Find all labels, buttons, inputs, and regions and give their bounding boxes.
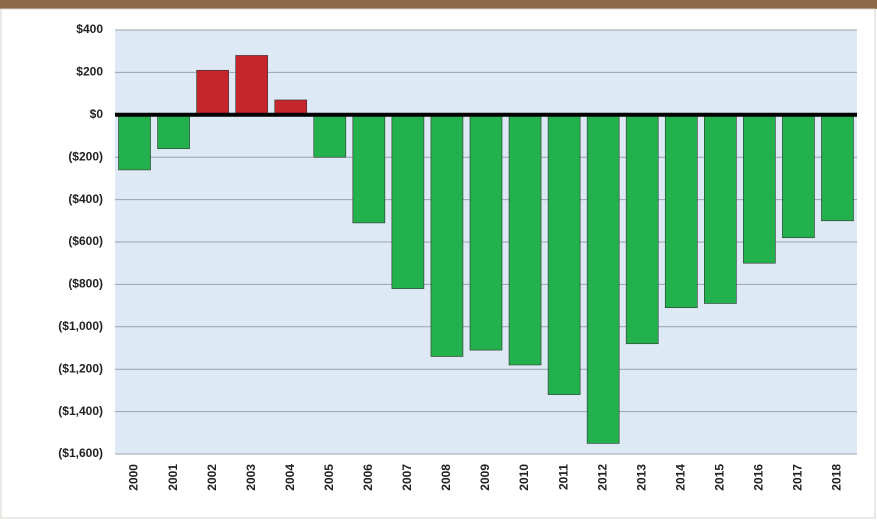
x-tick-label: 2011 <box>556 464 570 490</box>
bar <box>821 114 854 222</box>
x-tick-label: 2001 <box>166 464 180 491</box>
x-tick-label: 2016 <box>752 464 766 491</box>
bar <box>430 114 464 357</box>
x-tick-label: 2010 <box>517 464 531 491</box>
y-tick-label: ($1,200) <box>58 361 103 375</box>
y-tick-label: ($1,400) <box>58 404 103 418</box>
y-tick-label: $400 <box>76 22 103 36</box>
x-tick-label: 2012 <box>595 464 609 491</box>
y-tick-label: ($800) <box>68 277 103 291</box>
x-tick-label: 2014 <box>673 464 687 491</box>
y-tick-label: ($400) <box>68 192 103 206</box>
bar <box>782 114 815 239</box>
bar <box>118 114 151 171</box>
x-tick-label: 2000 <box>127 464 141 491</box>
x-tick-label: 2003 <box>244 464 258 491</box>
x-tick-label: 2008 <box>439 464 453 491</box>
bar <box>235 55 268 116</box>
y-tick-label: $200 <box>76 65 103 79</box>
x-tick-label: 2015 <box>712 464 726 491</box>
bar <box>664 114 698 309</box>
x-tick-label: 2018 <box>830 464 844 491</box>
y-tick-label: ($200) <box>68 149 103 163</box>
x-tick-label: 2002 <box>205 464 219 491</box>
bar <box>704 114 737 304</box>
x-tick-label: 2007 <box>400 464 414 491</box>
y-tick-label: ($1,600) <box>58 446 103 460</box>
bar <box>313 114 347 158</box>
bar <box>547 114 581 395</box>
x-tick-label: 2005 <box>322 464 336 491</box>
bar <box>391 114 425 289</box>
x-tick-label: 2017 <box>791 464 805 491</box>
bar <box>196 69 229 116</box>
bar <box>352 114 386 224</box>
x-tick-label: 2006 <box>361 464 375 491</box>
bar <box>625 114 659 345</box>
x-tick-label: 2004 <box>283 464 297 491</box>
top-band <box>0 0 877 9</box>
bar <box>469 114 503 351</box>
x-tick-label: 2009 <box>478 464 492 491</box>
bar <box>508 114 542 366</box>
y-tick-label: $0 <box>90 107 104 121</box>
bar <box>274 99 308 116</box>
bar <box>157 114 190 150</box>
bar <box>586 114 620 444</box>
bar <box>743 114 776 264</box>
y-tick-label: ($1,000) <box>58 319 103 333</box>
y-tick-label: ($600) <box>68 234 103 248</box>
x-tick-label: 2013 <box>634 464 648 491</box>
